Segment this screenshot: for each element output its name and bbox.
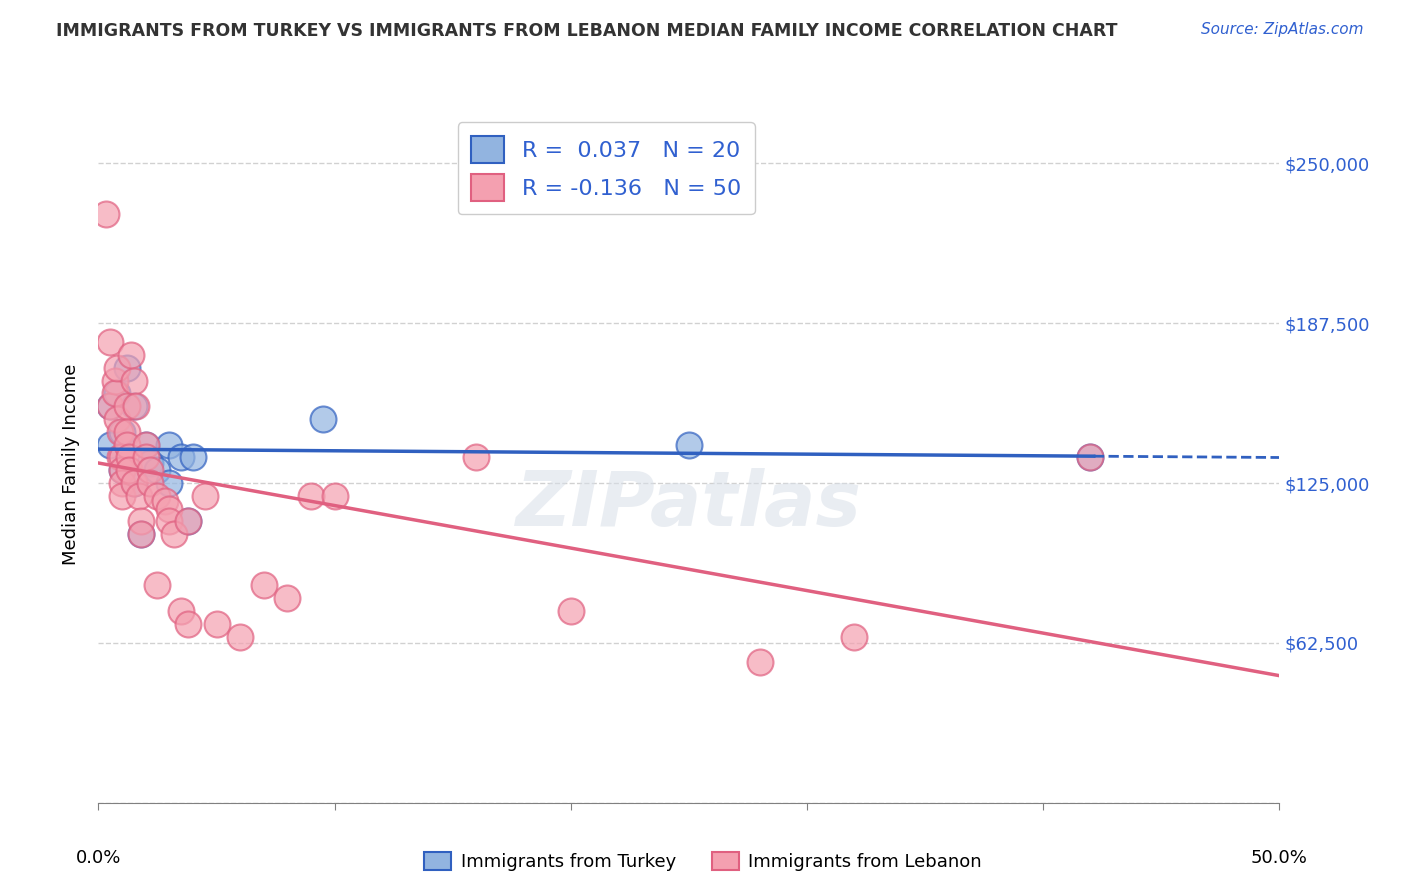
- Point: [146, 578, 169, 592]
- Point: [118, 463, 141, 477]
- Point: [98, 399, 121, 413]
- Point: [111, 463, 134, 477]
- Point: [115, 360, 138, 375]
- Point: [94, 207, 117, 221]
- Point: [177, 616, 200, 631]
- Point: [748, 655, 770, 669]
- Point: [122, 476, 145, 491]
- Point: [170, 450, 193, 465]
- Point: [153, 494, 176, 508]
- Point: [1080, 450, 1102, 465]
- Text: IMMIGRANTS FROM TURKEY VS IMMIGRANTS FROM LEBANON MEDIAN FAMILY INCOME CORRELATI: IMMIGRANTS FROM TURKEY VS IMMIGRANTS FRO…: [56, 22, 1118, 40]
- Point: [121, 348, 143, 362]
- Point: [115, 399, 138, 413]
- Point: [105, 412, 128, 426]
- Point: [122, 374, 145, 388]
- Point: [177, 515, 200, 529]
- Point: [105, 360, 128, 375]
- Point: [323, 489, 346, 503]
- Point: [1080, 450, 1102, 465]
- Point: [181, 450, 204, 465]
- Point: [253, 578, 276, 592]
- Point: [560, 604, 582, 618]
- Point: [108, 425, 131, 439]
- Point: [111, 476, 134, 491]
- Point: [98, 437, 121, 451]
- Point: [115, 437, 138, 451]
- Point: [205, 616, 228, 631]
- Point: [108, 450, 131, 465]
- Point: [163, 527, 186, 541]
- Point: [276, 591, 298, 606]
- Point: [157, 476, 180, 491]
- Text: 50.0%: 50.0%: [1251, 849, 1308, 867]
- Point: [129, 527, 152, 541]
- Text: Source: ZipAtlas.com: Source: ZipAtlas.com: [1201, 22, 1364, 37]
- Point: [678, 437, 700, 451]
- Point: [135, 437, 157, 451]
- Point: [111, 450, 134, 465]
- Y-axis label: Median Family Income: Median Family Income: [62, 363, 80, 565]
- Point: [177, 515, 200, 529]
- Point: [157, 515, 180, 529]
- Point: [139, 476, 162, 491]
- Point: [111, 463, 134, 477]
- Point: [125, 399, 148, 413]
- Point: [118, 450, 141, 465]
- Text: ZIPatlas: ZIPatlas: [516, 467, 862, 541]
- Point: [104, 374, 127, 388]
- Point: [229, 630, 252, 644]
- Point: [104, 386, 127, 401]
- Point: [139, 463, 162, 477]
- Point: [111, 425, 134, 439]
- Point: [115, 425, 138, 439]
- Point: [194, 489, 217, 503]
- Point: [157, 437, 180, 451]
- Point: [105, 386, 128, 401]
- Point: [312, 412, 335, 426]
- Legend: Immigrants from Turkey, Immigrants from Lebanon: Immigrants from Turkey, Immigrants from …: [418, 845, 988, 879]
- Point: [128, 489, 150, 503]
- Point: [146, 489, 169, 503]
- Legend: R =  0.037   N = 20, R = -0.136   N = 50: R = 0.037 N = 20, R = -0.136 N = 50: [458, 122, 755, 214]
- Point: [465, 450, 488, 465]
- Point: [122, 476, 145, 491]
- Point: [122, 399, 145, 413]
- Text: 0.0%: 0.0%: [76, 849, 121, 867]
- Point: [135, 437, 157, 451]
- Point: [111, 489, 134, 503]
- Point: [135, 450, 157, 465]
- Point: [98, 335, 121, 350]
- Point: [129, 515, 152, 529]
- Point: [299, 489, 322, 503]
- Point: [844, 630, 866, 644]
- Point: [170, 604, 193, 618]
- Point: [157, 501, 180, 516]
- Point: [146, 463, 169, 477]
- Point: [98, 399, 121, 413]
- Point: [129, 527, 152, 541]
- Point: [139, 456, 162, 470]
